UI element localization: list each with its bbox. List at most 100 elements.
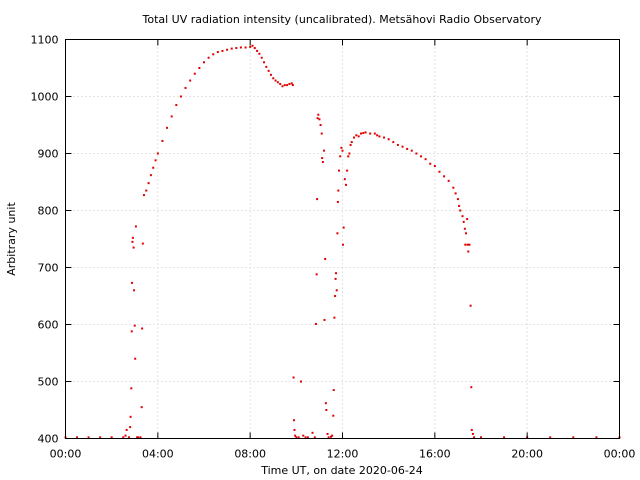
data-point: [293, 428, 296, 431]
data-point: [304, 436, 307, 439]
data-point: [443, 175, 446, 178]
data-point: [333, 316, 336, 319]
data-point: [463, 227, 466, 230]
data-point: [125, 428, 128, 431]
data-point: [329, 435, 332, 438]
data-point: [235, 47, 238, 50]
data-point: [323, 318, 326, 321]
data-point: [132, 246, 135, 249]
data-point: [362, 131, 365, 134]
data-point: [334, 277, 337, 280]
data-point: [260, 56, 263, 59]
data-point: [353, 136, 356, 139]
data-point: [338, 169, 341, 172]
x-tick-label: 20:00: [511, 448, 543, 461]
data-point: [141, 242, 144, 245]
data-point: [154, 159, 157, 162]
data-point: [473, 436, 476, 439]
data-point: [327, 436, 330, 439]
data-point: [130, 330, 133, 333]
data-point: [392, 141, 395, 144]
y-tick-label: 900: [38, 148, 59, 161]
data-point: [299, 380, 302, 383]
data-point: [458, 204, 461, 207]
data-point: [198, 67, 201, 69]
data-point: [332, 414, 335, 417]
data-point: [122, 436, 125, 439]
data-point: [461, 215, 464, 218]
data-point: [321, 157, 324, 160]
data-point: [286, 84, 289, 87]
y-tick-label: 400: [38, 433, 59, 446]
data-point: [401, 145, 404, 148]
chart-title: Total UV radiation intensity (uncalibrat…: [142, 13, 542, 26]
data-point: [359, 132, 362, 135]
data-point: [166, 126, 169, 129]
y-tick-label: 500: [38, 376, 59, 389]
data-point: [87, 436, 90, 439]
data-point: [355, 134, 358, 137]
data-point: [324, 402, 327, 405]
y-tick-label: 1100: [31, 34, 59, 47]
data-point: [336, 232, 339, 235]
data-point: [341, 243, 344, 246]
data-point: [331, 434, 334, 437]
data-point: [468, 243, 471, 246]
data-point: [383, 136, 386, 139]
data-point: [253, 47, 256, 50]
data-point: [137, 436, 140, 439]
y-tick-label: 1000: [31, 91, 59, 104]
data-point: [470, 386, 473, 389]
data-point: [469, 304, 472, 307]
data-point: [294, 434, 297, 437]
data-point: [145, 189, 148, 192]
data-point: [438, 170, 441, 173]
data-point: [279, 82, 282, 85]
data-point: [129, 426, 132, 429]
data-point: [288, 82, 291, 85]
data-point: [207, 56, 210, 59]
data-point: [306, 436, 309, 439]
data-point: [334, 295, 337, 297]
data-point: [292, 376, 295, 379]
data-point: [141, 327, 144, 330]
data-point: [313, 436, 316, 439]
data-point: [283, 84, 286, 87]
axis-ticks: [65, 39, 620, 439]
data-point: [295, 436, 298, 439]
data-point: [249, 45, 252, 48]
x-tick-labels: 00:00 04:00 08:00 12:00 16:00 20:00 00:00: [50, 448, 636, 461]
grid-lines: [65, 39, 620, 439]
data-point: [595, 436, 598, 439]
data-point: [131, 240, 134, 243]
data-point: [572, 436, 575, 439]
data-point: [319, 124, 322, 126]
data-point: [429, 162, 432, 165]
data-point: [326, 432, 329, 435]
data-point: [340, 146, 343, 149]
data-point: [99, 436, 102, 439]
x-tick-label: 12:00: [327, 448, 359, 461]
data-points: [64, 44, 621, 439]
y-tick-label: 700: [38, 262, 59, 275]
data-point: [320, 132, 323, 135]
data-point: [346, 169, 349, 172]
data-point: [124, 434, 127, 437]
data-point: [336, 200, 339, 203]
data-point: [149, 174, 152, 177]
data-point: [503, 436, 506, 439]
data-point: [130, 387, 133, 390]
data-point: [269, 73, 272, 76]
data-point: [316, 198, 319, 201]
data-point: [452, 186, 455, 189]
x-tick-label: 16:00: [419, 448, 451, 461]
y-tick-labels: 400 500 600 700 800 900 1000 1100: [31, 34, 59, 446]
data-point: [131, 236, 134, 239]
data-point: [267, 69, 270, 72]
data-point: [378, 135, 381, 138]
data-point: [281, 85, 284, 88]
data-point: [364, 131, 367, 134]
y-tick-label: 600: [38, 319, 59, 332]
data-point: [339, 155, 342, 158]
data-point: [136, 436, 139, 439]
